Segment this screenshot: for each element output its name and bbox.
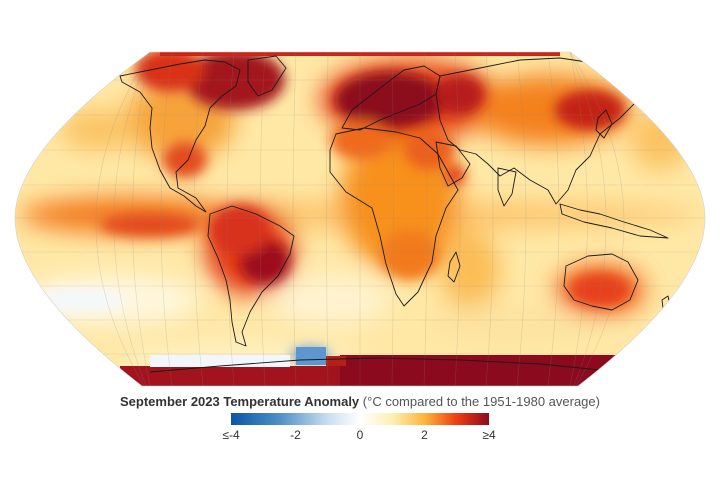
south-america-coast [207,205,295,347]
colorbar [231,413,489,425]
map-subtitle: (°C compared to the 1951-1980 average) [362,394,600,409]
colorbar-gradient [231,413,489,425]
arabia-coast [435,141,471,187]
madagascar-coast [447,251,461,283]
colorbar-tick-label: ≥4 [482,428,496,442]
india-coast [497,167,517,207]
colorbar-tick-label: -2 [290,428,301,442]
australia-coast [563,253,639,311]
north-america-coast [119,59,241,213]
map-title: September 2023 Temperature Anomaly [120,394,360,409]
anomaly-field [15,52,705,386]
colorbar-tick-label: ≤-4 [222,428,240,442]
map-caption: September 2023 Temperature Anomaly (°C c… [0,394,720,409]
colorbar-tick-label: 2 [421,428,428,442]
graticule [15,52,705,386]
world-map [14,51,706,387]
antarctica-coast [149,357,601,373]
coastlines [119,55,671,373]
africa-coast [329,127,459,307]
southeast-asia-islands [559,203,669,239]
japan-coast [595,109,613,139]
greenland-coast [247,55,287,97]
colorbar-tick-label: 0 [356,428,364,442]
